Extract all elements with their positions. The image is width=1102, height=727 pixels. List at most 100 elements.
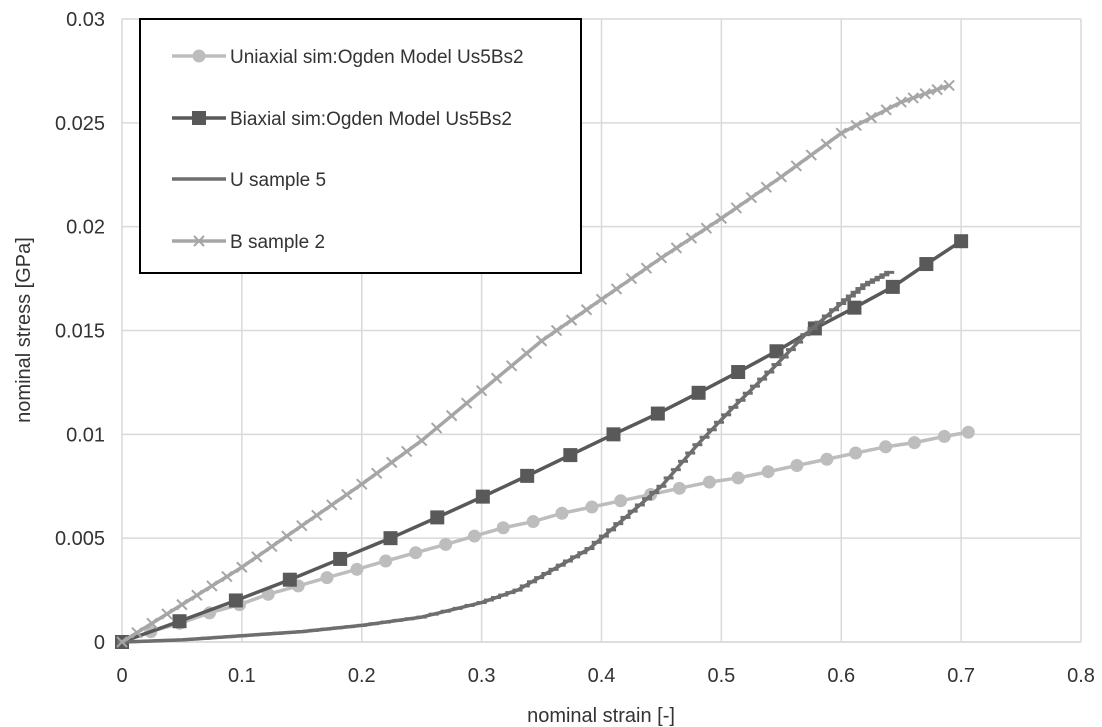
data-point [885,279,900,294]
x-stroke [805,149,817,161]
x-stroke [520,347,533,360]
x-stroke [341,488,353,501]
data-point [356,478,368,490]
data-point [907,436,921,450]
x-stroke [266,540,278,553]
data-point [172,614,187,629]
data-point [715,212,728,225]
x-tick-label: 0.5 [707,665,735,687]
data-point [760,181,773,193]
data-point [790,458,804,472]
data-point [937,429,951,443]
data-point [176,598,188,611]
data-point [550,324,563,337]
series-2 [115,234,969,649]
x-stroke [625,272,638,285]
legend-label: U sample 5 [230,170,326,191]
x-stroke [760,181,773,193]
x-stroke [400,445,413,458]
data-point [931,83,943,96]
x-stroke [475,385,488,397]
y-tick-label: 0.015 [55,321,105,343]
data-point [282,572,297,587]
x-stroke [535,335,548,347]
x-stroke [236,561,248,573]
data-point [191,589,203,601]
x-stroke [580,304,593,316]
series-1 [115,425,975,649]
data-point [702,475,716,489]
data-point [691,385,706,400]
data-point [849,446,863,460]
data-point [731,471,745,485]
x-tick-label: 0.4 [588,665,616,687]
x-stroke [931,83,943,96]
x-axis-title: nominal strain [-] [527,705,675,727]
data-point [820,452,834,466]
data-point [847,300,862,315]
x-stroke [193,235,205,247]
legend-label: B sample 2 [230,232,325,253]
series-4 [116,79,955,648]
data-point [895,96,907,108]
data-point [520,347,533,360]
data-point [610,283,623,295]
data-point [439,537,453,551]
x-tick-label: 0.2 [348,665,376,687]
x-stroke [460,397,473,409]
data-point [415,434,428,447]
x-stroke [820,138,832,150]
data-point [865,111,877,124]
legend-entry-2: Biaxial sim:Ogden Model Us5Bs2 [172,109,512,130]
data-point [526,515,540,529]
data-point [520,468,535,483]
legend-marker [192,49,206,63]
data-point [820,138,832,150]
data-point [943,79,955,92]
data-point [563,448,578,463]
data-point [496,521,510,535]
data-point [371,467,383,479]
data-point [430,422,443,434]
data-point [907,92,919,104]
x-stroke [565,314,578,326]
data-point [805,149,817,161]
x-stroke [386,456,398,469]
y-tick-label: 0.01 [66,424,105,446]
legend-marker [192,111,206,125]
x-tick-label: 0.6 [827,665,855,687]
data-point [961,425,975,439]
data-point [879,440,893,454]
series-line [121,239,963,644]
data-point [919,88,931,100]
legend-marker [193,235,205,247]
data-point [490,372,503,384]
data-point [379,554,393,568]
data-point [835,127,847,139]
data-point [775,171,788,183]
x-tick-label: 0.7 [947,665,975,687]
legend-label: Biaxial sim:Ogden Model Us5Bs2 [230,109,512,130]
data-point [161,608,173,620]
data-point [555,506,569,520]
data-point [640,262,653,274]
x-stroke [655,252,668,264]
series-3 [117,270,895,644]
x-stroke [880,104,892,116]
x-stroke [281,530,293,542]
data-point [670,242,683,254]
series-line [121,270,891,644]
x-stroke [730,202,743,214]
data-point [475,385,488,397]
x-stroke [251,551,263,563]
y-tick-label: 0.025 [55,113,105,135]
y-axis-title: nominal stress [GPa] [13,237,35,423]
data-point [281,530,293,542]
legend-box [139,18,582,274]
x-stroke [146,617,158,630]
x-stroke [505,360,518,372]
x-stroke [745,191,758,204]
y-tick-label: 0.02 [66,217,105,239]
data-point [445,409,458,422]
x-stroke [326,499,338,511]
